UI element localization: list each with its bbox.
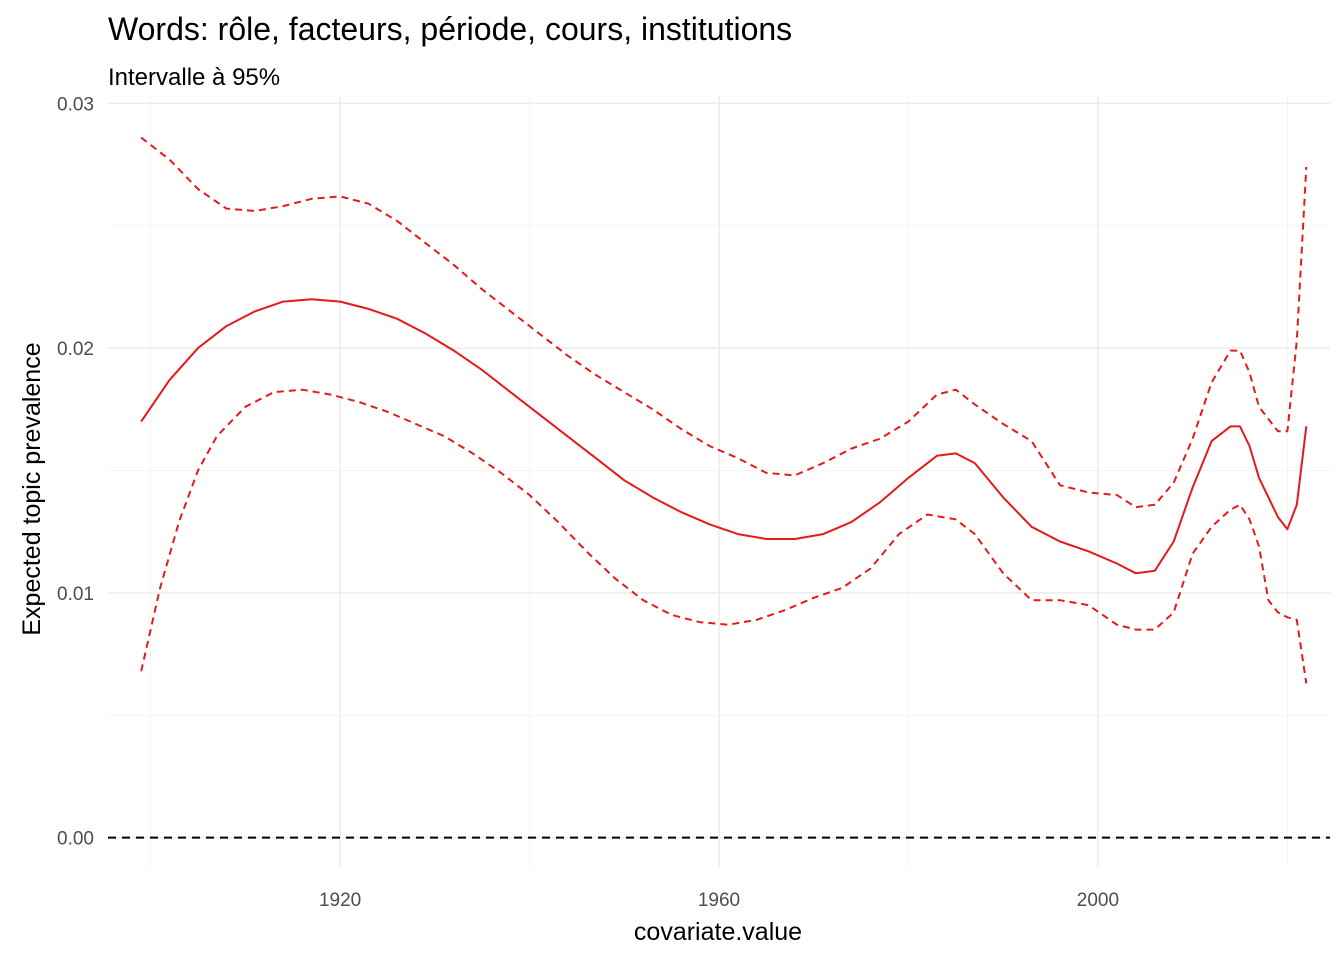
chart-subtitle: Intervalle à 95% bbox=[108, 64, 280, 91]
estimate-line bbox=[140, 298, 1308, 575]
y-axis-ticks: 0.00 0.01 0.02 0.03 bbox=[57, 94, 94, 849]
y-tick-label: 0.03 bbox=[57, 94, 94, 115]
x-tick-label: 2000 bbox=[1077, 890, 1119, 911]
series-lines bbox=[140, 136, 1308, 684]
confidence-bound-line bbox=[140, 388, 1308, 684]
x-tick-label: 1920 bbox=[319, 890, 361, 911]
x-axis-ticks: 1920 1960 2000 bbox=[319, 890, 1119, 911]
x-tick-label: 1960 bbox=[698, 890, 740, 911]
confidence-bound-line bbox=[140, 136, 1308, 509]
x-axis-title: covariate.value bbox=[634, 918, 802, 946]
y-axis-title: Expected topic prevalence bbox=[18, 342, 46, 635]
grid bbox=[108, 96, 1330, 867]
y-tick-label: 0.00 bbox=[57, 829, 94, 850]
y-tick-label: 0.01 bbox=[57, 584, 94, 605]
y-tick-label: 0.02 bbox=[57, 339, 94, 360]
chart-title: Words: rôle, facteurs, période, cours, i… bbox=[108, 11, 792, 47]
